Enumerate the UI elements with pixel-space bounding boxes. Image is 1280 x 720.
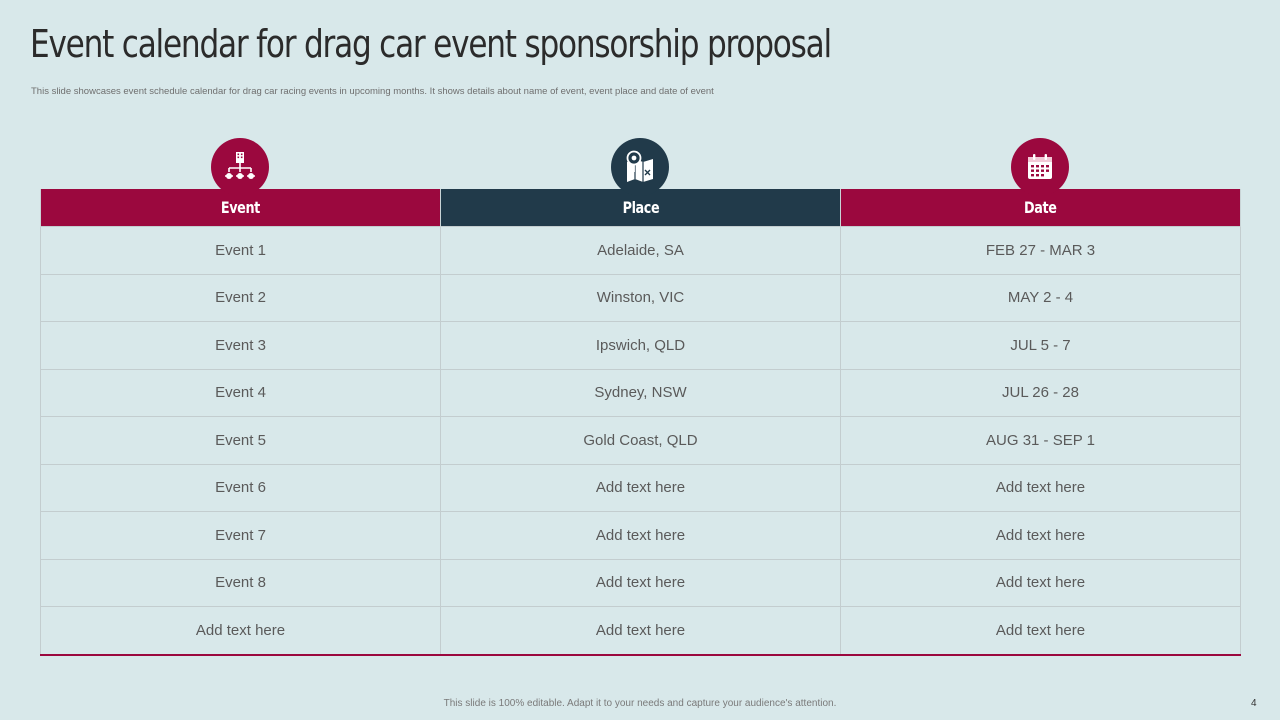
event-cell: Event 7	[40, 511, 441, 560]
date-cell: Add text here	[840, 558, 1241, 607]
date-cell: MAY 2 - 4	[840, 273, 1241, 322]
table-row: Event 8 Add text here Add text here	[40, 558, 1241, 607]
event-schedule-table: Event Place Date Event 1 Adelaide, SA FE…	[40, 189, 1241, 656]
date-cell: Add text here	[840, 606, 1241, 656]
date-cell: Add text here	[840, 511, 1241, 560]
place-cell: Gold Coast, QLD	[440, 416, 841, 465]
organization-hierarchy-icon	[211, 138, 269, 196]
event-cell: Event 2	[40, 273, 441, 322]
header-date: Date	[840, 189, 1241, 227]
event-cell: Event 1	[40, 226, 441, 275]
date-cell: JUL 26 - 28	[840, 368, 1241, 417]
place-cell: Ipswich, QLD	[440, 321, 841, 370]
table-row: Event 2 Winston, VIC MAY 2 - 4	[40, 273, 1241, 322]
table-row: Event 5 Gold Coast, QLD AUG 31 - SEP 1	[40, 416, 1241, 465]
table-row: Event 4 Sydney, NSW JUL 26 - 28	[40, 368, 1241, 417]
place-cell: Add text here	[440, 606, 841, 656]
place-cell: Adelaide, SA	[440, 226, 841, 275]
table-row: Event 3 Ipswich, QLD JUL 5 - 7	[40, 321, 1241, 370]
table-row: Add text here Add text here Add text her…	[40, 606, 1241, 656]
calendar-icon	[1011, 138, 1069, 196]
event-cell: Event 6	[40, 463, 441, 512]
date-cell: FEB 27 - MAR 3	[840, 226, 1241, 275]
date-cell: JUL 5 - 7	[840, 321, 1241, 370]
event-cell: Add text here	[40, 606, 441, 656]
place-cell: Add text here	[440, 558, 841, 607]
place-cell: Winston, VIC	[440, 273, 841, 322]
slide-title: Event calendar for drag car event sponso…	[30, 22, 832, 66]
event-cell: Event 4	[40, 368, 441, 417]
header-event: Event	[40, 189, 441, 227]
place-cell: Add text here	[440, 511, 841, 560]
place-cell: Add text here	[440, 463, 841, 512]
table-row: Event 1 Adelaide, SA FEB 27 - MAR 3	[40, 226, 1241, 275]
map-location-icon	[611, 138, 669, 196]
event-cell: Event 5	[40, 416, 441, 465]
place-cell: Sydney, NSW	[440, 368, 841, 417]
page-number: 4	[1251, 698, 1257, 709]
date-cell: Add text here	[840, 463, 1241, 512]
footer-note: This slide is 100% editable. Adapt it to…	[443, 698, 837, 709]
date-cell: AUG 31 - SEP 1	[840, 416, 1241, 465]
table-row: Event 6 Add text here Add text here	[40, 463, 1241, 512]
event-cell: Event 8	[40, 558, 441, 607]
event-cell: Event 3	[40, 321, 441, 370]
table-row: Event 7 Add text here Add text here	[40, 511, 1241, 560]
slide-subtitle: This slide showcases event schedule cale…	[31, 86, 714, 97]
